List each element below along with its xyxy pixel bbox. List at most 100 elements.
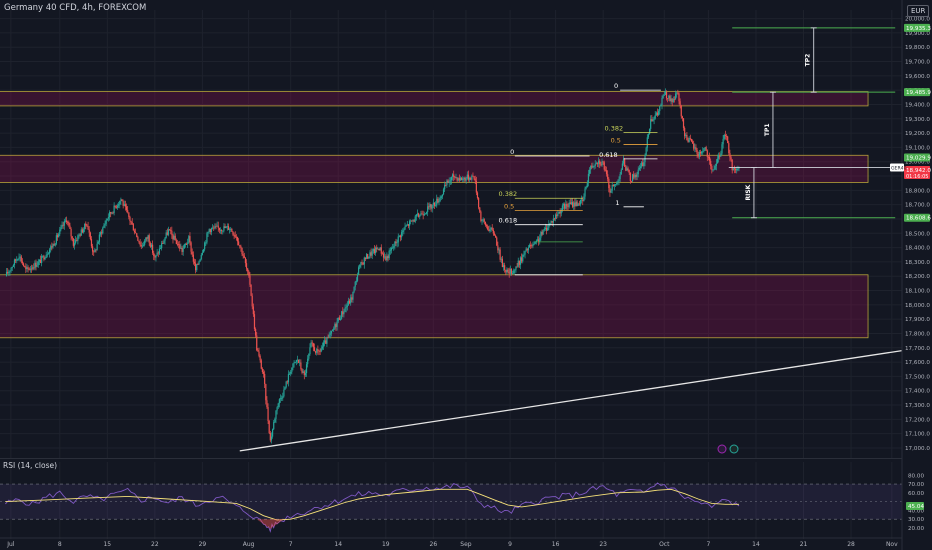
candle-body <box>235 236 237 238</box>
candle-body <box>671 98 673 103</box>
candle-body <box>441 194 443 197</box>
candle-body <box>674 93 677 100</box>
candle-body <box>188 236 190 243</box>
candle-body <box>605 170 608 175</box>
candle-body <box>86 225 88 227</box>
candle-body <box>380 247 382 254</box>
candle-body <box>619 174 621 180</box>
candle-body <box>9 270 11 272</box>
candle-body <box>677 92 679 94</box>
candle-body <box>516 266 518 268</box>
candle-body <box>11 266 13 268</box>
candle-body <box>581 199 583 201</box>
candle-body <box>614 184 617 186</box>
fib-level-label: 0 <box>510 148 514 156</box>
candle-body <box>264 373 266 385</box>
candle-body <box>293 362 295 364</box>
candle-body <box>440 196 442 199</box>
candle-body <box>540 232 542 238</box>
candle-body <box>576 201 578 206</box>
candle-body <box>456 177 458 181</box>
candle-body <box>361 262 363 264</box>
candle-body <box>360 262 362 265</box>
fib-level-label: 0.5 <box>504 202 514 210</box>
candle-body <box>64 220 67 222</box>
candle-body <box>324 340 326 343</box>
candle-body <box>355 280 357 282</box>
candle-body <box>140 245 142 247</box>
candle-body <box>473 176 475 179</box>
candle-body <box>214 226 216 228</box>
candle-body <box>699 151 702 154</box>
candle-body <box>300 362 302 369</box>
candle-body <box>287 374 290 383</box>
candle-body <box>15 259 17 261</box>
candle-body <box>210 228 213 233</box>
candle-body <box>131 222 133 225</box>
candle-body <box>55 235 57 244</box>
candle-body <box>543 228 545 231</box>
candle-body <box>643 162 645 167</box>
candle-body <box>684 127 686 137</box>
candle-body <box>556 214 558 216</box>
supply-demand-zone <box>0 91 869 107</box>
candle-body <box>28 268 30 270</box>
candle-body <box>514 269 516 271</box>
currency-button[interactable]: EUR <box>907 5 930 17</box>
candle-body <box>130 221 132 223</box>
candle-body <box>149 242 151 247</box>
candle-body <box>72 238 74 246</box>
time-tick-label: 9 <box>508 541 512 548</box>
candle-body <box>201 252 204 255</box>
candle-body <box>372 249 374 252</box>
price-label: 19,935.3 <box>906 26 931 32</box>
candle-body <box>390 248 393 251</box>
candle-body <box>359 264 361 268</box>
candle-body <box>108 212 111 218</box>
candle-body <box>91 246 94 252</box>
candle-body <box>626 168 628 171</box>
candle-body <box>353 286 355 292</box>
candle-body <box>327 337 329 338</box>
rsi-title[interactable]: RSI (14, close) <box>3 461 58 470</box>
candle-body <box>728 143 730 154</box>
candle-body <box>269 433 271 441</box>
candle-body <box>326 337 328 344</box>
candle-body <box>302 371 304 373</box>
measure-tp1: TP1 <box>764 91 776 168</box>
candle-body <box>515 266 517 270</box>
candle-body <box>173 235 175 240</box>
candle-body <box>525 248 527 252</box>
candle-body <box>564 204 566 209</box>
candle-body <box>559 211 561 214</box>
candle-body <box>676 92 678 94</box>
candle-body <box>202 249 205 253</box>
chart-title[interactable]: Germany 40 CFD, 4h, FOREXCOM <box>4 3 147 13</box>
candle-body <box>243 255 245 258</box>
candle-body <box>436 198 438 206</box>
candle-body <box>258 351 260 356</box>
candle-body <box>457 178 459 181</box>
candle-body <box>320 348 322 352</box>
candle-body <box>19 256 21 258</box>
candle-body <box>723 134 725 139</box>
candle-body <box>558 211 560 214</box>
candle-body <box>231 228 233 232</box>
candle-body <box>654 115 656 119</box>
candle-body <box>608 178 610 189</box>
candle-body <box>703 148 705 151</box>
candle-body <box>479 207 481 212</box>
candle-body <box>483 219 485 222</box>
candle-body <box>631 174 634 182</box>
candle-body <box>239 245 241 247</box>
candle-body <box>734 169 737 171</box>
candle-body <box>301 368 303 373</box>
candle-body <box>331 329 334 331</box>
candle-body <box>248 271 250 276</box>
candle-body <box>468 178 471 180</box>
candle-body <box>158 248 160 254</box>
candle-body <box>425 212 428 214</box>
candle-body <box>716 158 719 164</box>
time-tick-label: 19 <box>382 541 390 548</box>
